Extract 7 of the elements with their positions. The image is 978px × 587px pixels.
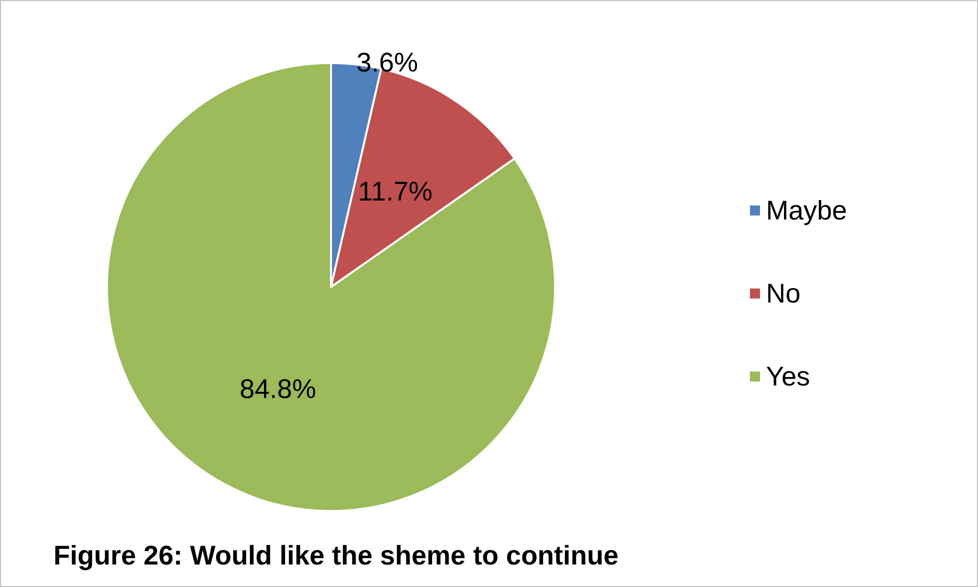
legend-label: Yes bbox=[766, 362, 810, 392]
data-label: 84.8% bbox=[240, 374, 316, 404]
text: Figure 26: Would like the sheme to continue bbox=[53, 540, 619, 570]
data-label: 11.7% bbox=[358, 176, 433, 207]
data-label: 3.6% bbox=[356, 47, 418, 78]
legend-label: Maybe bbox=[766, 196, 848, 226]
legend-label: No bbox=[766, 278, 800, 308]
